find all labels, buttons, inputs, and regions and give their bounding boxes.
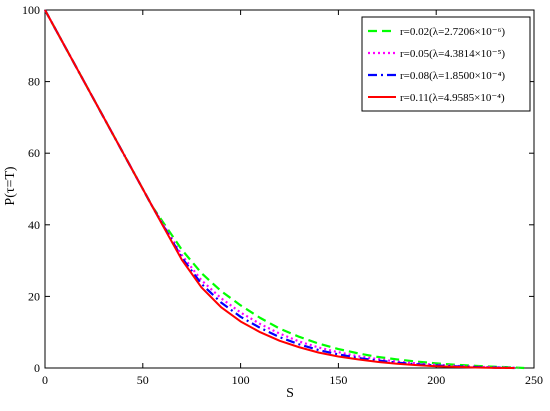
y-tick-label: 40: [28, 218, 40, 232]
x-tick-label: 100: [232, 373, 250, 387]
legend-label-3: r=0.08(λ=1.8500×10⁻⁴): [400, 70, 505, 82]
y-tick-label: 20: [28, 289, 40, 303]
x-tick-label: 150: [329, 373, 347, 387]
plot-frame: [44, 9, 535, 369]
y-tick-label: 0: [34, 361, 40, 375]
y-axis-label: P(τ=T): [3, 166, 18, 206]
x-tick-label: 200: [427, 373, 445, 387]
y-tick-label: 100: [22, 3, 40, 17]
x-tick-label: 50: [137, 373, 149, 387]
legend-box: [361, 16, 531, 112]
x-tick-label: 250: [525, 373, 543, 387]
axes-layer: 0 50 100 150 200 250 0 20 40 60 80 100: [22, 3, 543, 387]
legend-label-2: r=0.05(λ=4.3814×10⁻⁵): [400, 48, 505, 60]
series-line-1: [44, 9, 525, 370]
legend-label-1: r=0.02(λ=2.7206×10⁻⁶): [400, 26, 505, 38]
y-tick-label: 60: [28, 146, 40, 160]
legend-label-4: r=0.11(λ=4.9585×10⁻⁴): [400, 92, 505, 104]
y-tick-label: 80: [28, 75, 40, 89]
x-axis-label: S: [286, 386, 294, 401]
series-layer: [44, 9, 525, 370]
x-tick-label: 0: [42, 373, 48, 387]
legend: r=0.02(λ=2.7206×10⁻⁶) r=0.05(λ=4.3814×10⁻…: [361, 16, 531, 112]
series-line-4: [44, 9, 515, 369]
